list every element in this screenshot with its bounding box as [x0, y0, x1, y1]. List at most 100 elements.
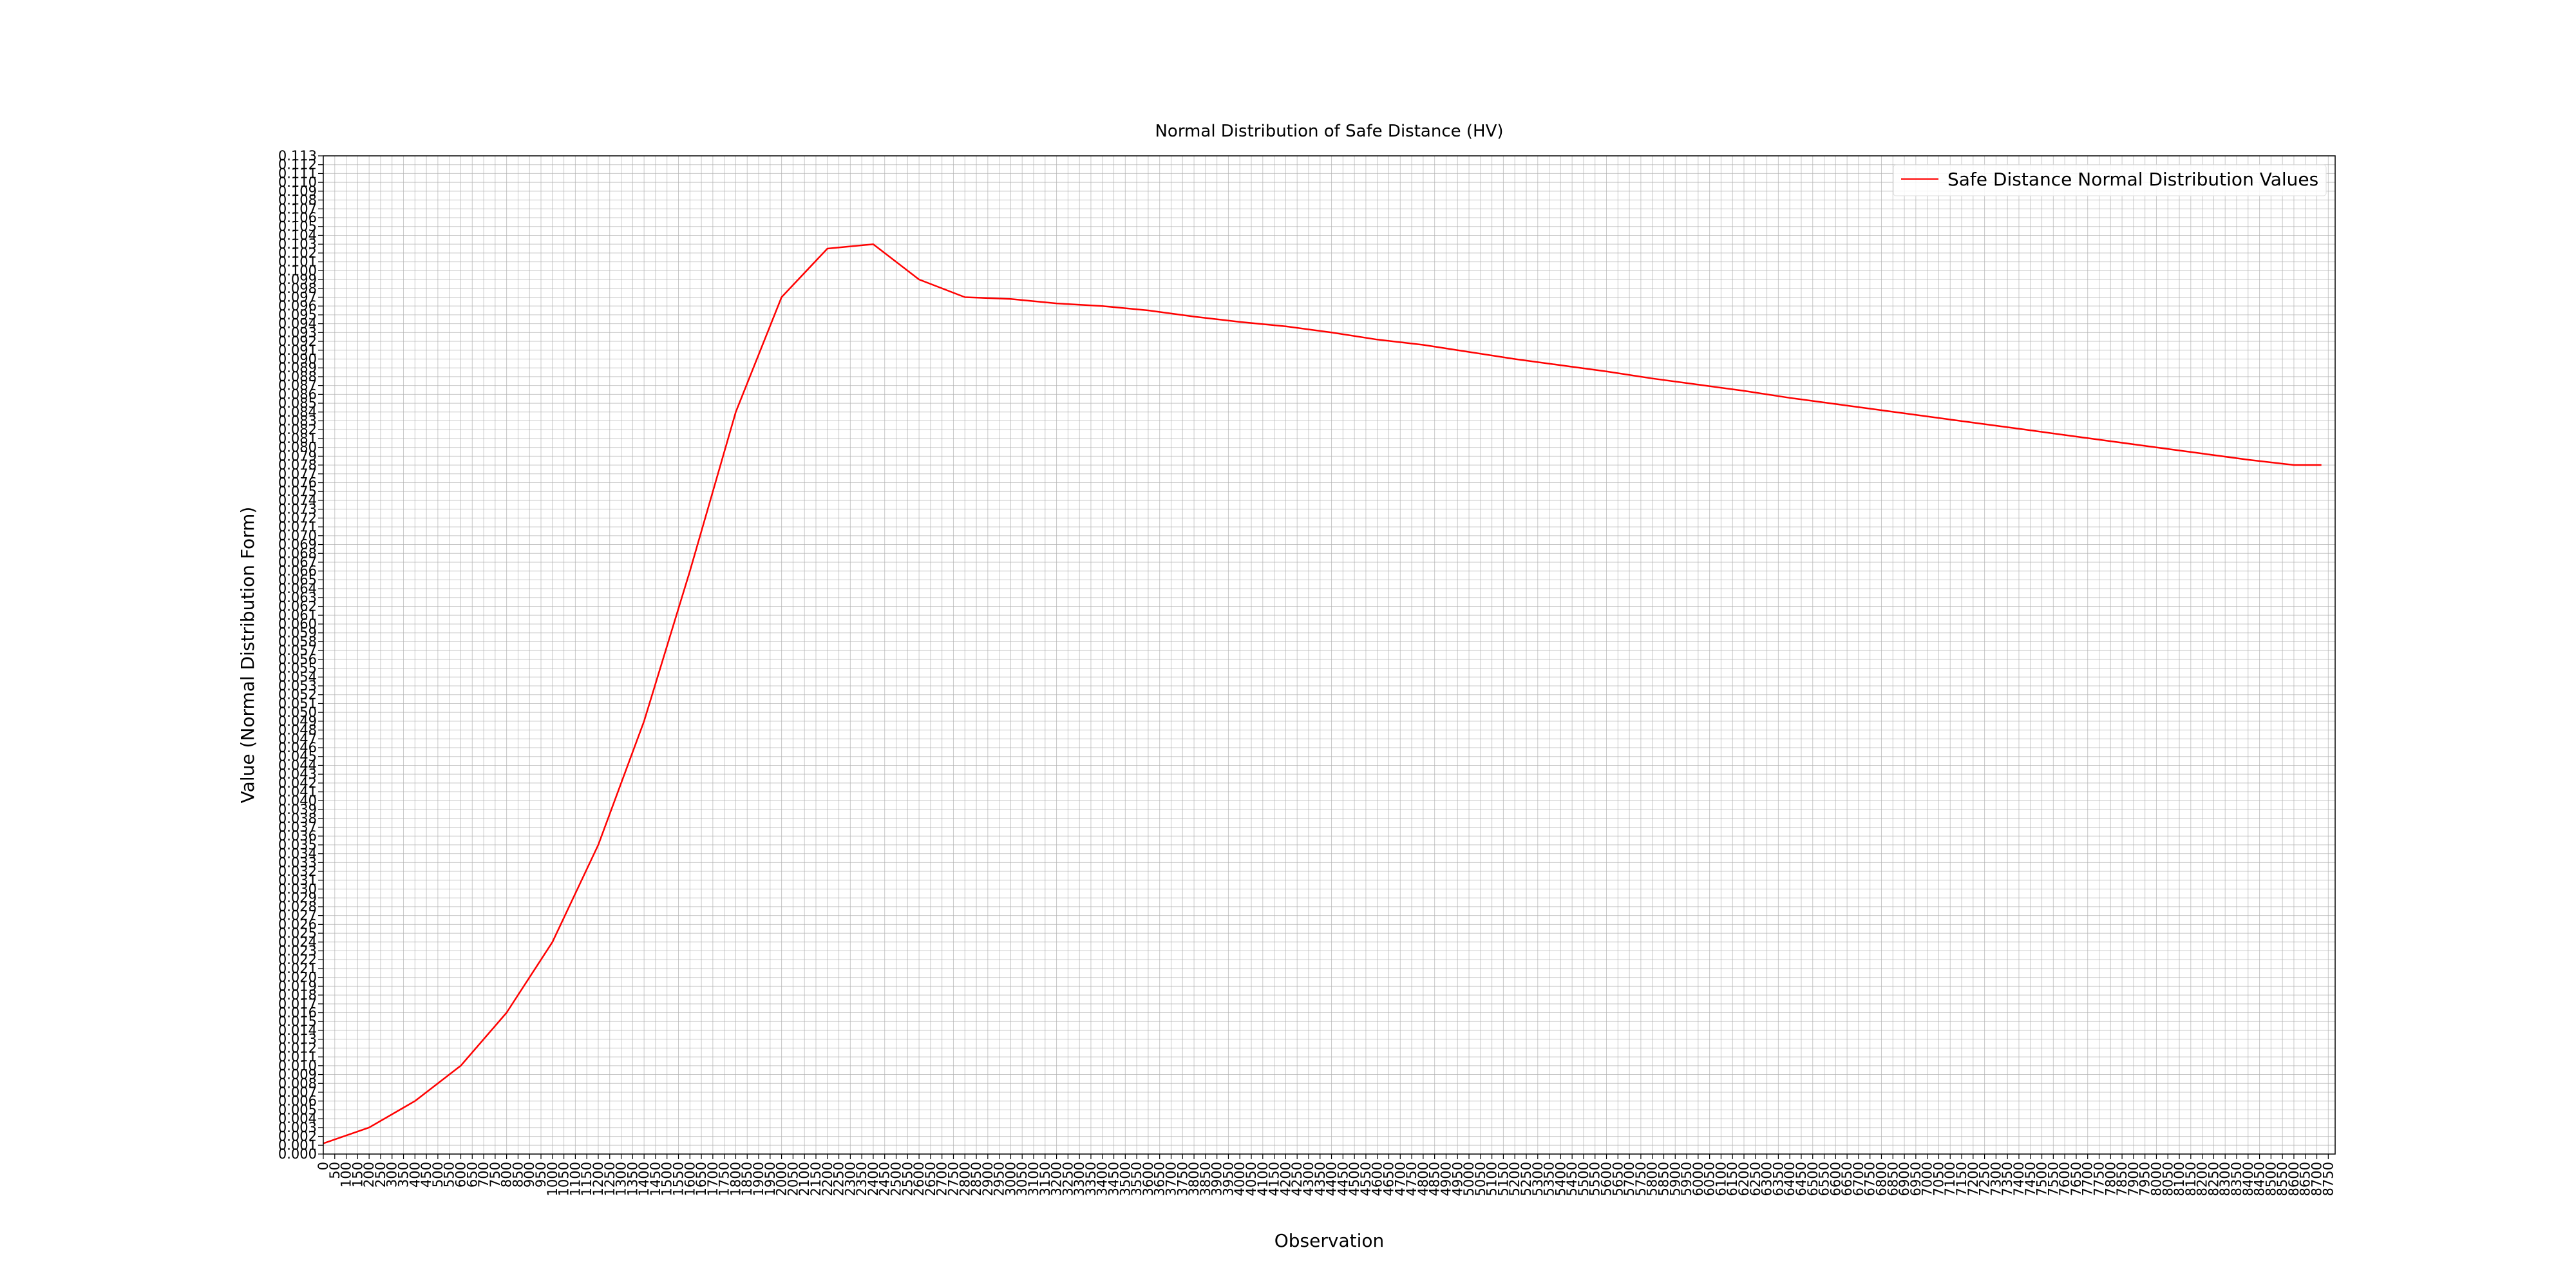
x-tick-label: 8050 — [2160, 1162, 2175, 1196]
x-tick-label: 1000 — [545, 1162, 560, 1196]
x-tick-label: 7750 — [2092, 1162, 2107, 1196]
y-tick-label: 0.075 — [278, 484, 317, 499]
y-tick-label: 0.061 — [278, 607, 317, 623]
x-tick-label: 50 — [327, 1162, 343, 1179]
x-tick-label: 3350 — [1083, 1162, 1099, 1196]
x-tick-label: 2250 — [831, 1162, 847, 1196]
x-tick-label: 3850 — [1198, 1162, 1213, 1196]
x-tick-label: 1950 — [762, 1162, 778, 1196]
y-tick-label: 0.021 — [278, 961, 317, 976]
y-tick-label: 0.088 — [278, 369, 317, 384]
x-tick-label: 2750 — [945, 1162, 961, 1196]
x-tick-label: 900 — [522, 1162, 537, 1188]
y-tick-label: 0.030 — [278, 881, 317, 896]
y-tick-label: 0.032 — [278, 864, 317, 879]
y-tick-label: 0.041 — [278, 784, 317, 800]
legend-box — [1893, 164, 2327, 196]
x-tick-label: 8700 — [2309, 1162, 2325, 1196]
x-tick-label: 3550 — [1129, 1162, 1144, 1196]
y-tick-label: 0.076 — [278, 475, 317, 491]
x-tick-label: 6700 — [1851, 1162, 1866, 1196]
legend: Safe Distance Normal Distribution Values — [1893, 164, 2327, 196]
x-tick-label: 4000 — [1232, 1162, 1247, 1196]
x-tick-label: 6250 — [1748, 1162, 1763, 1196]
x-tick-label: 1500 — [659, 1162, 675, 1196]
x-tick-label: 350 — [396, 1162, 412, 1188]
x-axis-ticks: 0501001502002503003504004505005506006507… — [316, 1154, 2336, 1196]
y-tick-label: 0.028 — [278, 899, 317, 914]
y-tick-label: 0.098 — [278, 281, 317, 296]
y-tick-label: 0.031 — [278, 873, 317, 888]
x-tick-label: 5950 — [1679, 1162, 1694, 1196]
x-tick-label: 550 — [442, 1162, 457, 1188]
y-tick-label: 0.101 — [278, 254, 317, 270]
x-tick-label: 2600 — [911, 1162, 927, 1196]
x-tick-label: 3600 — [1141, 1162, 1156, 1196]
y-tick-label: 0.084 — [278, 404, 317, 420]
x-tick-label: 450 — [419, 1162, 434, 1188]
series-layer — [323, 243, 2322, 1144]
y-tick-label: 0.011 — [278, 1049, 317, 1065]
x-tick-label: 3750 — [1175, 1162, 1190, 1196]
x-tick-label: 7950 — [2137, 1162, 2153, 1196]
x-tick-label: 4200 — [1278, 1162, 1293, 1196]
x-tick-label: 2050 — [785, 1162, 800, 1196]
grid-lines — [323, 155, 2335, 1155]
x-tick-label: 600 — [453, 1162, 468, 1188]
legend-label: Safe Distance Normal Distribution Values — [1947, 169, 2318, 190]
x-tick-label: 5350 — [1542, 1162, 1557, 1196]
x-tick-label: 2950 — [992, 1162, 1007, 1196]
y-tick-label: 0.062 — [278, 599, 317, 614]
x-tick-label: 4500 — [1347, 1162, 1362, 1196]
y-tick-label: 0.097 — [278, 289, 317, 305]
y-tick-label: 0.047 — [278, 731, 317, 746]
y-tick-label: 0.072 — [278, 510, 317, 526]
y-tick-label: 0.008 — [278, 1075, 317, 1091]
x-tick-label: 7050 — [1931, 1162, 1946, 1196]
y-tick-label: 0.103 — [278, 236, 317, 252]
x-tick-label: 6800 — [1873, 1162, 1889, 1196]
x-tick-label: 3500 — [1117, 1162, 1133, 1196]
y-tick-label: 0.099 — [278, 272, 317, 287]
x-tick-label: 2150 — [808, 1162, 824, 1196]
y-tick-label: 0.058 — [278, 634, 317, 649]
y-tick-label: 0.095 — [278, 307, 317, 323]
y-tick-label: 0.077 — [278, 466, 317, 482]
x-tick-label: 2100 — [797, 1162, 812, 1196]
x-tick-label: 5450 — [1564, 1162, 1580, 1196]
x-tick-label: 7850 — [2114, 1162, 2130, 1196]
x-tick-label: 1250 — [602, 1162, 618, 1196]
y-tick-label: 0.048 — [278, 723, 317, 738]
x-tick-label: 4450 — [1335, 1162, 1350, 1196]
y-tick-label: 0.052 — [278, 687, 317, 703]
y-tick-label: 0.042 — [278, 775, 317, 791]
x-tick-label: 5550 — [1587, 1162, 1603, 1196]
y-tick-label: 0.020 — [278, 970, 317, 985]
y-tick-label: 0.085 — [278, 395, 317, 411]
x-tick-label: 1350 — [625, 1162, 640, 1196]
y-tick-label: 0.078 — [278, 457, 317, 473]
x-tick-label: 3150 — [1037, 1162, 1053, 1196]
y-tick-label: 0.089 — [278, 360, 317, 375]
x-tick-label: 150 — [350, 1162, 365, 1188]
y-tick-label: 0.094 — [278, 316, 317, 332]
y-tick-label: 0.107 — [278, 201, 317, 216]
x-tick-label: 5050 — [1473, 1162, 1488, 1196]
x-tick-label: 4900 — [1438, 1162, 1454, 1196]
y-tick-label: 0.018 — [278, 987, 317, 1003]
x-tick-label: 2850 — [969, 1162, 984, 1196]
x-tick-label: 1300 — [614, 1162, 629, 1196]
x-tick-label: 2450 — [877, 1162, 893, 1196]
x-tick-label: 6900 — [1897, 1162, 1912, 1196]
x-tick-label: 7250 — [1977, 1162, 1993, 1196]
x-tick-label: 6850 — [1885, 1162, 1900, 1196]
y-tick-label: 0.100 — [278, 263, 317, 278]
y-tick-label: 0.003 — [278, 1120, 317, 1135]
x-tick-label: 4550 — [1358, 1162, 1374, 1196]
y-tick-label: 0.111 — [278, 166, 317, 181]
y-tick-label: 0.001 — [278, 1137, 317, 1153]
y-tick-label: 0.037 — [278, 819, 317, 835]
x-tick-label: 7300 — [1988, 1162, 2003, 1196]
y-tick-label: 0.108 — [278, 193, 317, 208]
x-tick-label: 4850 — [1427, 1162, 1443, 1196]
